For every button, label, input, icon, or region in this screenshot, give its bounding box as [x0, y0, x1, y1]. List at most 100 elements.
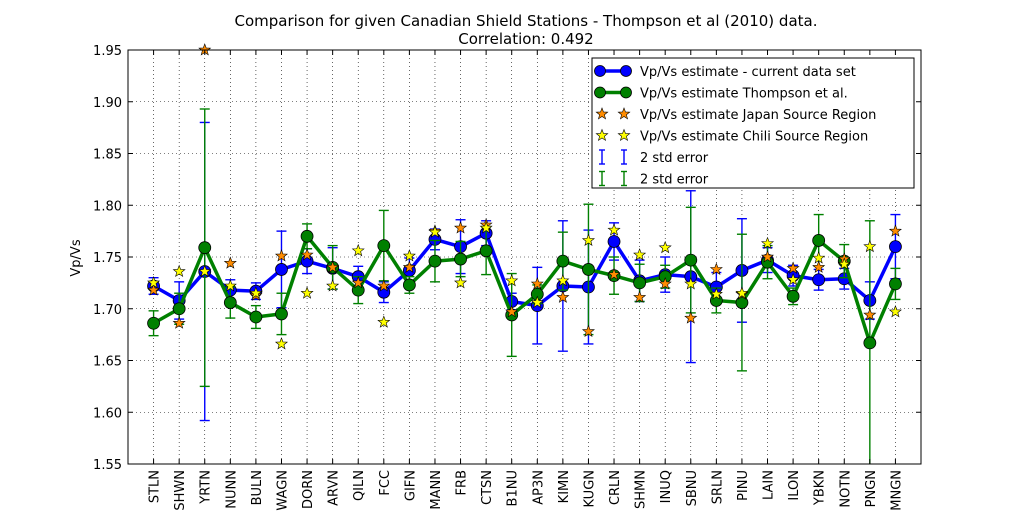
data-point: [556, 254, 570, 268]
legend-item: Vp/Vs estimate Japan Source Region: [595, 107, 876, 123]
legend-swatch-star: [617, 128, 631, 142]
star-point: [454, 221, 468, 234]
legend-swatch-marker: [620, 86, 632, 99]
x-tick-label-kimn: KIMN: [557, 470, 572, 503]
x-tick-label-qiln: QILN: [352, 470, 367, 501]
star-point: [684, 311, 698, 324]
series-layer: [147, 43, 902, 464]
x-tick-label-ctsn: CTSN: [480, 470, 495, 505]
x-tick-label-ybkn: YBKN: [813, 470, 828, 506]
star-point: [147, 283, 161, 296]
star-point: [633, 290, 647, 303]
data-point: [684, 253, 698, 267]
x-tick-label-shwn: SHWN: [173, 470, 188, 511]
star-point: [658, 277, 672, 290]
legend-item: 2 std error: [599, 170, 709, 188]
series-chili-source-region: [147, 221, 902, 350]
data-point: [889, 277, 902, 291]
star-point: [377, 279, 391, 292]
data-point: [582, 263, 595, 276]
star-point: [530, 277, 544, 290]
star-point: [172, 316, 186, 329]
star-point: [709, 262, 723, 275]
data-point: [249, 310, 263, 324]
star-point: [760, 250, 775, 263]
data-point: [607, 235, 621, 248]
star-point: [326, 260, 340, 273]
star-point: [658, 240, 672, 254]
star-point: [249, 286, 263, 299]
star-point: [709, 287, 723, 300]
x-tick-label-crln: CRLN: [608, 470, 623, 505]
star-point: [402, 260, 416, 273]
star-point: [223, 279, 237, 292]
data-point: [223, 296, 237, 309]
x-tick-label-kugn: KUGN: [582, 470, 597, 508]
legend-item: Vp/Vs estimate Chili Source Region: [595, 128, 868, 145]
y-tick-label: 1.75: [93, 251, 122, 266]
y-tick-label: 1.95: [93, 44, 122, 59]
x-tick-label-wagn: WAGN: [275, 470, 290, 511]
series-line: [152, 234, 898, 345]
star-point: [402, 249, 416, 262]
data-point: [402, 278, 416, 292]
star-point: [428, 225, 442, 238]
star-point: [760, 236, 775, 250]
star-point: [198, 264, 212, 278]
x-tick-label-gifn: GIFN: [403, 470, 418, 501]
legend-swatch-star: [595, 128, 609, 142]
star-point: [351, 276, 365, 289]
x-tick-label-arvn: ARVN: [327, 470, 342, 506]
legend-box: [591, 57, 915, 189]
legend-swatch-marker: [620, 65, 632, 77]
legend-label: 2 std error: [640, 173, 709, 188]
y-tick-label: 1.70: [93, 303, 122, 318]
legend-label: Vp/Vs estimate - current data set: [640, 65, 856, 80]
data-point: [454, 252, 467, 266]
star-point: [786, 272, 800, 286]
legend-label: Vp/Vs estimate Japan Source Region: [640, 108, 876, 123]
data-point: [377, 239, 391, 253]
legend-item: 2 std error: [599, 149, 709, 166]
legend-label: Vp/Vs estimate Chili Source Region: [640, 130, 868, 145]
star-point: [607, 223, 621, 236]
star-point: [556, 273, 570, 287]
data-point: [812, 273, 826, 287]
x-tick-label-stln: STLN: [148, 470, 163, 503]
x-tick-label-dorn: DORN: [301, 470, 316, 509]
data-point: [275, 307, 288, 321]
x-tick-label-pinu: PINU: [736, 470, 751, 501]
x-tick-label-sbnu: SBNU: [685, 470, 700, 506]
star-point: [147, 276, 161, 289]
legend-swatch-star: [617, 107, 631, 120]
data-point: [198, 241, 212, 255]
star-point: [326, 279, 340, 292]
star-point: [607, 267, 621, 281]
chart-title: Comparison for given Canadian Shield Sta…: [235, 12, 818, 30]
x-tick-label-frb: FRB: [455, 470, 470, 495]
star-point: [888, 224, 902, 237]
legend-item: Vp/Vs estimate Thompson et al.: [594, 86, 848, 102]
x-tick-label-mann: MANN: [429, 470, 444, 510]
x-tick-label-buln: BULN: [250, 470, 265, 505]
star-point: [274, 249, 289, 262]
star-point: [377, 315, 391, 328]
chart-subtitle: Correlation: 0.492: [458, 30, 593, 48]
y-tick-label: 1.55: [93, 458, 122, 473]
star-point: [223, 256, 237, 269]
y-tick-label: 1.65: [93, 355, 122, 370]
data-point: [735, 296, 749, 309]
star-point: [505, 273, 519, 287]
x-tick-label-shmn: SHMN: [634, 470, 649, 509]
star-point: [172, 264, 186, 278]
y-tick-label: 1.60: [93, 406, 122, 421]
data-point: [786, 289, 800, 303]
star-point: [888, 304, 902, 318]
star-point: [735, 286, 749, 299]
x-tick-label-nunn: NUNN: [224, 470, 239, 509]
data-point: [428, 254, 442, 268]
data-point: [889, 240, 902, 254]
y-tick-label: 1.90: [93, 96, 122, 111]
